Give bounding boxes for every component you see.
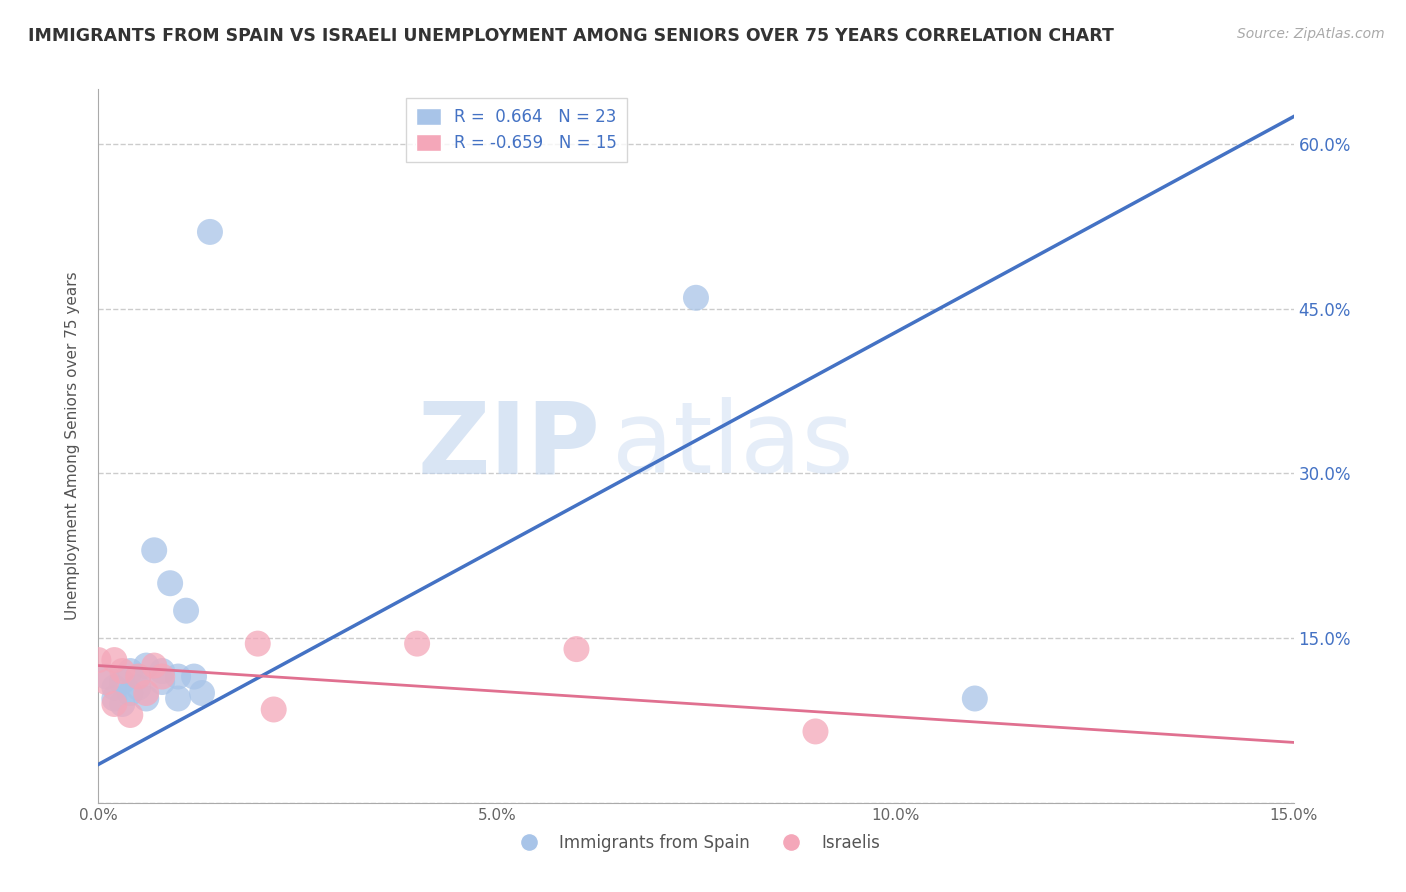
Point (111, 675, 134, 690)
Point (103, 681, 125, 695)
Point (183, 669, 205, 683)
Point (143, 658, 166, 673)
Point (150, 664, 173, 678)
Point (127, 681, 149, 695)
Point (685, 291, 707, 305)
Point (150, 669, 173, 683)
Point (263, 702, 285, 716)
Point (120, 664, 142, 678)
Point (135, 686, 157, 700)
Point (103, 697, 125, 711)
Point (143, 543, 166, 558)
Point (246, 637, 269, 651)
Text: atlas: atlas (613, 398, 853, 494)
Text: Source: ZipAtlas.com: Source: ZipAtlas.com (1237, 27, 1385, 41)
Point (111, 664, 134, 678)
Point (96, 675, 118, 690)
Point (159, 576, 181, 591)
Point (406, 637, 429, 651)
Point (103, 691, 125, 706)
Text: ZIP: ZIP (418, 398, 600, 494)
Point (120, 686, 142, 700)
Point (103, 653, 125, 667)
Point (167, 669, 190, 683)
Point (150, 675, 173, 690)
Point (127, 669, 149, 683)
Point (167, 691, 190, 706)
Legend: Immigrants from Spain, Israelis: Immigrants from Spain, Israelis (505, 828, 887, 859)
Point (87, 653, 110, 667)
Point (174, 604, 197, 618)
Point (96, 669, 118, 683)
Point (565, 642, 588, 657)
Point (135, 658, 157, 673)
Point (198, 225, 221, 239)
Point (120, 708, 142, 723)
Point (135, 691, 157, 706)
Point (111, 697, 134, 711)
Point (963, 691, 986, 706)
Text: IMMIGRANTS FROM SPAIN VS ISRAELI UNEMPLOYMENT AMONG SENIORS OVER 75 YEARS CORREL: IMMIGRANTS FROM SPAIN VS ISRAELI UNEMPLO… (28, 27, 1114, 45)
Y-axis label: Unemployment Among Seniors over 75 years: Unemployment Among Seniors over 75 years (65, 272, 80, 620)
Point (127, 669, 149, 683)
Point (191, 686, 214, 700)
Point (804, 724, 827, 739)
